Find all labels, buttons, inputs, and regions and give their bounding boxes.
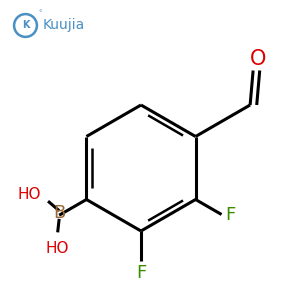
Text: O: O (250, 49, 266, 69)
Text: HO: HO (46, 241, 69, 256)
Text: HO: HO (18, 187, 41, 202)
Text: Kuujia: Kuujia (42, 18, 85, 32)
Text: °: ° (38, 11, 42, 16)
Text: F: F (225, 206, 236, 224)
Text: K: K (22, 20, 29, 31)
Text: B: B (53, 204, 65, 222)
Text: F: F (136, 264, 146, 282)
